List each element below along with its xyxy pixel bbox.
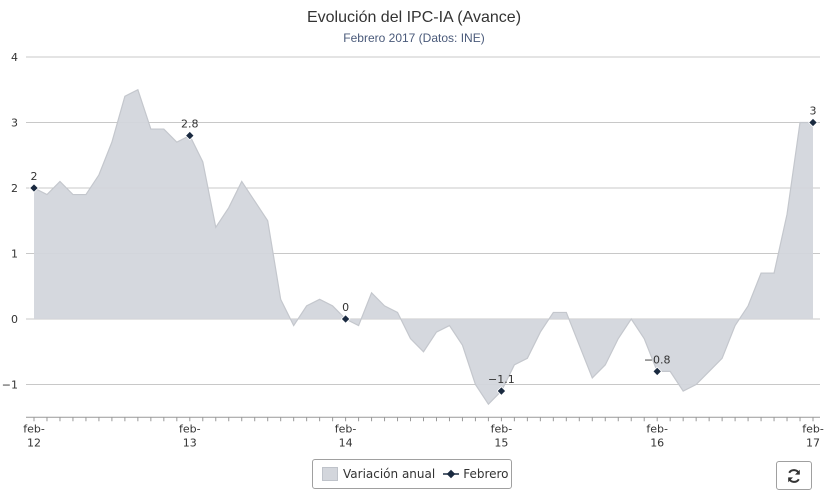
legend-item-line[interactable]: Febrero xyxy=(435,467,509,481)
x-tick-label: feb- xyxy=(491,422,513,435)
legend-item-area[interactable]: Variación anual xyxy=(313,467,435,481)
x-tick-label: feb- xyxy=(802,422,824,435)
legend-area-label: Variación anual xyxy=(343,467,436,481)
legend: Variación anual Febrero xyxy=(312,459,512,489)
y-tick-label: 2 xyxy=(11,182,18,195)
data-label: 0 xyxy=(342,301,349,314)
x-tick-label: 16 xyxy=(650,436,664,449)
data-label: 2.8 xyxy=(181,118,199,131)
x-tick-label: feb- xyxy=(23,422,45,435)
area-series xyxy=(33,88,813,406)
y-tick-label: 1 xyxy=(11,248,18,261)
refresh-icon xyxy=(788,468,800,483)
y-tick-label: 0 xyxy=(11,313,18,326)
y-tick-label: 3 xyxy=(11,117,18,130)
data-point xyxy=(29,183,39,193)
x-tick-label: 13 xyxy=(183,436,197,449)
y-axis: −1 0 1 2 3 4 xyxy=(2,51,18,392)
data-label: 3 xyxy=(810,105,817,118)
x-tick-label: 15 xyxy=(494,436,508,449)
x-tick-label: feb- xyxy=(179,422,201,435)
data-point xyxy=(808,117,818,128)
chart-title: Evolución del IPC-IA (Avance) xyxy=(307,9,521,26)
x-tick-label: 12 xyxy=(27,436,41,449)
y-tick-label: −1 xyxy=(2,379,18,392)
data-point xyxy=(340,314,351,324)
y-tick-label: 4 xyxy=(11,51,18,64)
line-series: 2 2.8 0 −1.1 −0.8 3 xyxy=(29,105,818,396)
legend-line-swatch-icon xyxy=(443,469,460,479)
data-label: −0.8 xyxy=(644,353,671,366)
chart-subtitle: Febrero 2017 (Datos: INE) xyxy=(343,31,484,45)
data-label: −1.1 xyxy=(488,373,515,386)
data-point xyxy=(496,386,507,396)
x-tick-label: feb- xyxy=(335,422,357,435)
legend-area-swatch xyxy=(322,467,338,481)
legend-line-label: Febrero xyxy=(463,467,509,481)
area-outline xyxy=(33,88,813,406)
x-tick-label: 17 xyxy=(806,436,820,449)
data-point xyxy=(184,130,195,141)
data-label: 2 xyxy=(31,170,38,183)
x-tick-label: 14 xyxy=(339,436,353,449)
data-point xyxy=(652,366,663,377)
area-fill xyxy=(34,89,813,405)
x-tick-label: feb- xyxy=(646,422,668,435)
refresh-button[interactable] xyxy=(776,461,812,490)
